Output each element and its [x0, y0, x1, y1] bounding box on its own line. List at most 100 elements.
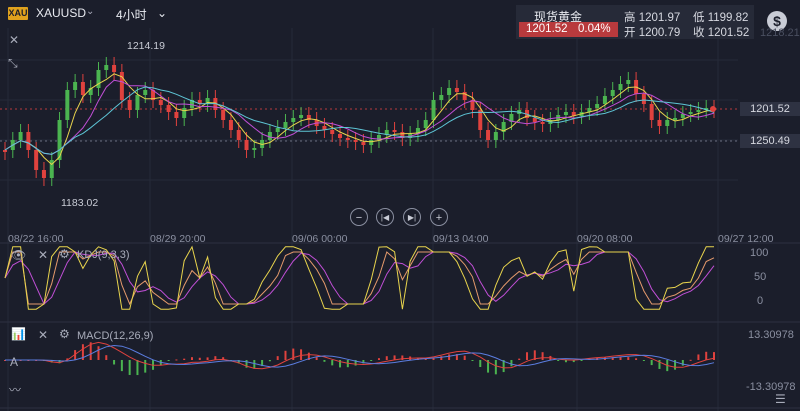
last-price-dot: [710, 106, 716, 112]
candle-body: [439, 95, 444, 100]
close-icon[interactable]: ✕: [38, 248, 49, 262]
macd-bar: [105, 355, 108, 360]
candle-body: [626, 80, 631, 84]
candle-body: [283, 122, 288, 128]
candle-body: [369, 140, 374, 145]
macd-bar: [50, 360, 53, 363]
candle-body: [423, 120, 428, 128]
chevron-down-icon[interactable]: ⌄: [86, 6, 95, 17]
candle-body: [470, 100, 475, 110]
chevron-down-icon[interactable]: ⌄: [157, 6, 168, 20]
candle-body: [267, 132, 272, 140]
wave-tool-icon[interactable]: 〰: [9, 383, 22, 397]
candle-body: [400, 132, 405, 138]
macd-bar: [307, 352, 310, 360]
menu-icon[interactable]: ☰: [775, 392, 786, 406]
close-icon[interactable]: ✕: [38, 328, 49, 342]
candle-body: [18, 132, 23, 140]
close-icon[interactable]: ✕: [9, 33, 20, 47]
chart-indicator-icon[interactable]: 📊: [11, 327, 26, 341]
current-price: 1201.52: [526, 23, 568, 35]
macd-bar: [370, 360, 373, 361]
symbol-name[interactable]: XAUUSD: [36, 6, 87, 20]
time-label: 08/22 16:00: [8, 233, 64, 245]
candle-body: [112, 65, 117, 72]
candle-body: [26, 132, 31, 150]
time-label: 09/20 08:00: [577, 233, 633, 245]
macd-bar: [494, 360, 497, 375]
macd-bar: [261, 360, 264, 367]
time-label: 09/27 12:00: [718, 233, 774, 245]
macd-bar: [245, 360, 248, 368]
zoom-in-button[interactable]: +: [430, 208, 448, 226]
macd-bar: [541, 352, 544, 360]
high-value: 高 1201.97: [624, 12, 681, 24]
candle-body: [571, 112, 576, 116]
macd-bar: [74, 350, 77, 360]
macd-bar: [642, 360, 645, 361]
zoom-out-button[interactable]: −: [350, 208, 368, 226]
candle-body: [641, 94, 646, 104]
candle-body: [415, 128, 420, 134]
macd-bar: [183, 358, 186, 360]
candle-body: [65, 90, 70, 120]
macd-bar: [253, 360, 256, 369]
macd-bar: [377, 358, 380, 360]
kdj-title: KDJ(9,3,3): [77, 249, 130, 261]
time-label: 09/13 04:00: [433, 233, 489, 245]
candle-body: [361, 142, 366, 145]
candle-body: [330, 130, 335, 134]
time-label: 09/06 00:00: [292, 233, 348, 245]
candle-body: [649, 104, 654, 120]
macd-bar: [198, 357, 201, 360]
macd-bar: [487, 360, 490, 373]
candle-body: [166, 105, 171, 112]
candle-body: [704, 108, 709, 110]
candle-body: [127, 100, 132, 110]
eye-icon[interactable]: 👁: [11, 248, 27, 262]
ma-line-long: [4, 86, 715, 155]
macd-bar: [455, 354, 458, 360]
dollar-icon[interactable]: $: [767, 11, 787, 31]
candle-body: [431, 100, 436, 120]
macd-bar: [611, 357, 614, 360]
candle-body: [80, 82, 85, 95]
candle-body: [384, 130, 389, 135]
collapse-arrows-icon[interactable]: ⤡: [8, 56, 18, 70]
macd-bar: [214, 356, 217, 360]
candle-body: [291, 118, 296, 122]
gear-icon[interactable]: ⚙: [59, 327, 70, 341]
candle-body: [673, 118, 678, 120]
macd-bar: [113, 360, 116, 365]
candle-body: [49, 160, 54, 178]
macd-bar: [463, 355, 466, 360]
prev-button[interactable]: |◀: [376, 208, 394, 226]
macd-bar: [502, 360, 505, 373]
axis-top-price: 1218.21: [760, 27, 800, 39]
candle-body: [587, 108, 592, 112]
candle-body: [353, 140, 358, 142]
candle-body: [595, 104, 600, 108]
macd-bar: [58, 360, 61, 364]
instrument-name: 现货黄金: [534, 10, 583, 24]
macd-bar: [713, 352, 715, 360]
price-badge: [519, 22, 618, 37]
candle-body: [57, 120, 62, 160]
gear-icon[interactable]: ⚙: [59, 247, 70, 261]
macd-bar: [167, 360, 170, 361]
macd-bar: [627, 357, 630, 360]
next-button[interactable]: ▶|: [403, 208, 421, 226]
change-percent: 0.04%: [578, 23, 611, 35]
text-tool-icon[interactable]: A: [10, 355, 19, 369]
macd-title: MACD(12,26,9): [77, 330, 154, 342]
candle-body: [174, 112, 179, 118]
macd-bar: [580, 360, 583, 361]
macd-bar: [619, 357, 622, 360]
timeframe-selector[interactable]: 4小时: [116, 8, 147, 22]
macd-bar: [284, 350, 287, 360]
macd-bar: [128, 360, 131, 375]
candle-body: [182, 108, 187, 118]
macd-bar: [354, 360, 357, 366]
macd-bar: [572, 360, 575, 363]
